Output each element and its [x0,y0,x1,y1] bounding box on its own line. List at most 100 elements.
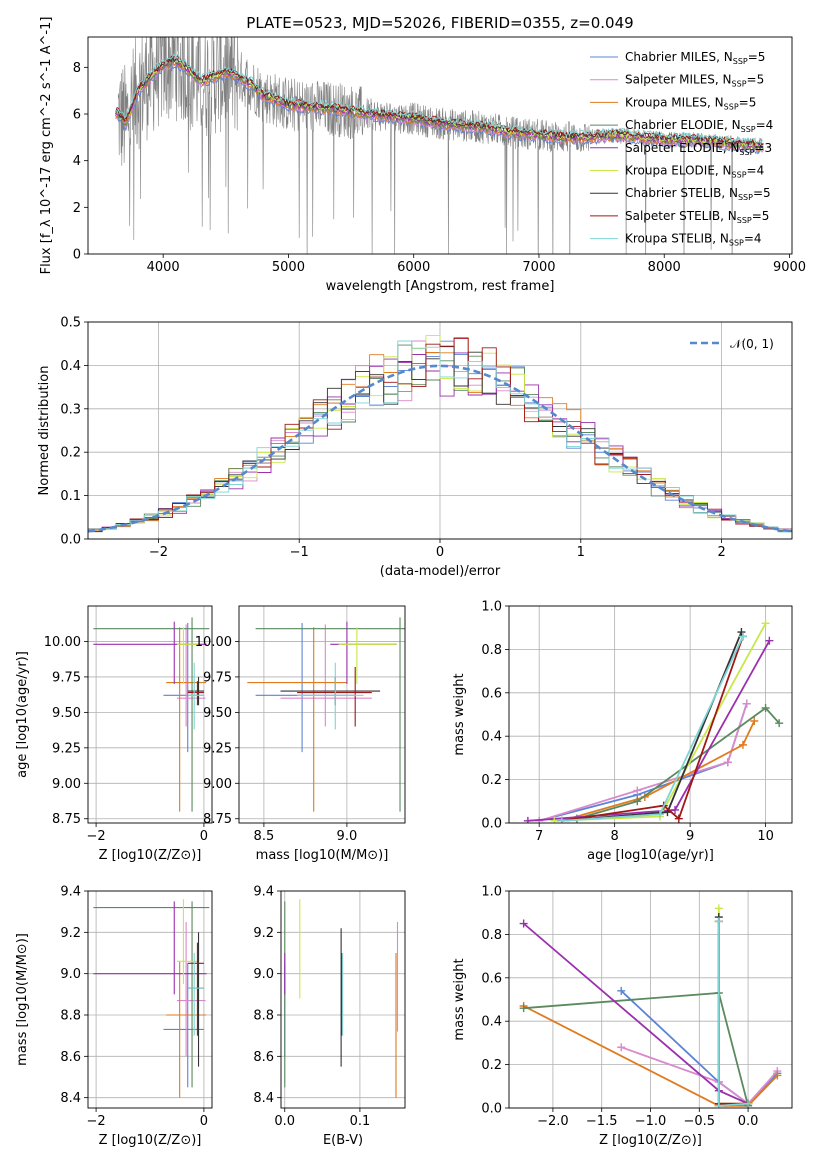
y-tick-label: 9.2 [60,926,81,941]
y-tick-label: 8.75 [203,812,232,827]
weight-marker [738,632,747,641]
x-axis-label: mass [log10(M/M⊙)] [256,848,389,863]
weight-marker [671,805,680,814]
legend-label: Kroupa STELIB, NSSP=4 [625,232,762,248]
x-tick-label: −2 [87,829,106,844]
y-tick-label: 0.4 [60,359,81,374]
weight-marker [773,1071,782,1080]
weight-marker [714,1101,723,1108]
y-axis-label: mass weight [452,958,467,1040]
panel-age_vs_mass: 8.5 9.0 8.75 9.00 9.25 9.50 9.75 10.00 mass [log… [195,605,406,863]
y-tick-label: 0.2 [481,1058,502,1073]
x-axis-label: (data-model)/error [380,564,501,579]
histogram-kroupa-stelib [88,340,792,533]
plot-area [115,37,764,254]
y-tick-label: 8.6 [60,1050,81,1065]
plot-area [284,899,399,1098]
weight-marker [723,758,732,767]
weight-line-kroupa-stelib [717,921,749,1107]
weight-marker [674,814,683,823]
model-line-kroupa-stelib [115,53,764,145]
legend-label: 𝒩(0, 1) [730,337,774,351]
x-tick-label: 4000 [147,260,180,275]
weight-line-kroupa-elodie [717,908,749,1105]
panel-mass_vs_Z: −2 0 8.4 8.6 8.8 9.0 9.2 9.4 Z [log10(Z/Z⊙)] mass… [15,885,213,1148]
y-tick-label: 9.0 [60,967,81,982]
legend-label: Salpeter STELIB, NSSP=5 [625,209,769,225]
x-tick-label: 0.1 [350,1114,371,1129]
figure-title: PLATE=0523, MJD=52026, FIBERID=0355, z=0… [246,14,633,32]
weight-marker [738,740,747,749]
y-tick-label: 9.75 [52,670,81,685]
weight-marker [617,1043,626,1052]
y-tick-label: 9.00 [203,777,232,792]
x-axis-label: E(B-V) [323,1133,363,1148]
weight-line-salpeter-stelib [561,636,744,822]
y-tick-label: 0.5 [60,316,81,331]
x-tick-label: 0.0 [738,1114,759,1129]
weight-marker [742,699,751,708]
x-tick-label: −1.0 [635,1114,667,1129]
axes-frame [87,36,793,255]
x-tick-label: 9000 [773,260,806,275]
y-axis-label: Flux [f_λ 10^-17 erg cm^-2 s^-1 A^-1] [39,17,54,275]
y-tick-label: 8.8 [253,1009,274,1024]
panel-mass_vs_ebv: 0.0 0.1 8.4 8.6 8.8 9.0 9.2 9.4 E(B-V) [253,885,406,1148]
weight-marker [744,1099,753,1108]
y-tick-label: 8.75 [52,812,81,827]
legend-label: Kroupa ELODIE, NSSP=4 [625,164,764,180]
x-tick-label: −0.5 [684,1114,716,1129]
weight-marker [761,703,770,712]
weight-line-chabrier-miles [538,703,748,822]
weight-marker [519,919,528,928]
weight-marker [761,619,770,628]
residual-legend: 𝒩(0, 1) [690,337,774,351]
panel-residuals: −2 −1 0 1 2 0.0 0.1 0.2 0.3 0.4 0.5 (data-model)/er… [37,316,793,579]
panel-spectrum: 4000 5000 6000 7000 8000 9000 0 2 4 6 8 wavelength … [39,17,806,294]
plot-area [93,899,210,1098]
y-tick-label: 0.6 [481,971,502,986]
panel-weight_vs_Z: −2.0 −1.5 −1.0 −0.5 0.0 0.0 0.2 0.4 0.6 0.8 1.0 Z [… [452,885,793,1148]
y-tick-label: 1.0 [481,600,502,615]
y-tick-label: 9.25 [52,741,81,756]
y-tick-label: 9.25 [203,741,232,756]
y-axis-label: mass [log10(M/M⊙)] [15,933,30,1066]
weight-marker [750,717,759,726]
spectrum-legend: Chabrier MILES, NSSP=5 Salpeter MILES, NS… [590,50,773,248]
plot-area [88,335,792,533]
x-tick-label: 8.5 [254,829,275,844]
weight-line-salpeter-miles [538,703,748,822]
plot-area [519,904,782,1108]
x-axis-label: Z [log10(Z/Z⊙)] [99,848,202,863]
axes-frame [87,890,213,1109]
weight-marker [550,816,559,823]
y-tick-label: 8.4 [60,1091,81,1106]
weight-marker [617,986,626,995]
y-tick-label: 4 [73,154,81,169]
weight-marker [633,797,642,806]
weight-marker [633,786,642,795]
weight-line-kroupa-miles [561,720,756,822]
y-tick-label: 0.6 [481,686,502,701]
grid [88,890,212,1108]
x-axis-label: wavelength [Angstrom, rest frame] [326,279,555,294]
y-tick-label: 2 [73,201,81,216]
y-axis-label: mass weight [452,673,467,755]
y-tick-label: 0.3 [60,402,81,417]
weight-line-kroupa-miles [523,1005,779,1107]
y-tick-label: 1.0 [481,885,502,900]
x-tick-label: 2 [717,545,725,560]
y-tick-label: 8 [73,61,81,76]
weight-marker [714,917,723,926]
x-tick-label: 0 [436,545,444,560]
weight-marker [714,904,723,913]
y-tick-label: 0.4 [481,730,502,745]
histogram-salpeter-stelib [88,337,792,532]
y-tick-label: 0.2 [60,446,81,461]
y-tick-label: 9.50 [203,706,232,721]
y-tick-label: 8.6 [253,1050,274,1065]
y-tick-label: 9.4 [253,885,274,900]
x-axis-label: Z [log10(Z/Z⊙)] [99,1133,202,1148]
x-tick-label: 0 [200,829,208,844]
